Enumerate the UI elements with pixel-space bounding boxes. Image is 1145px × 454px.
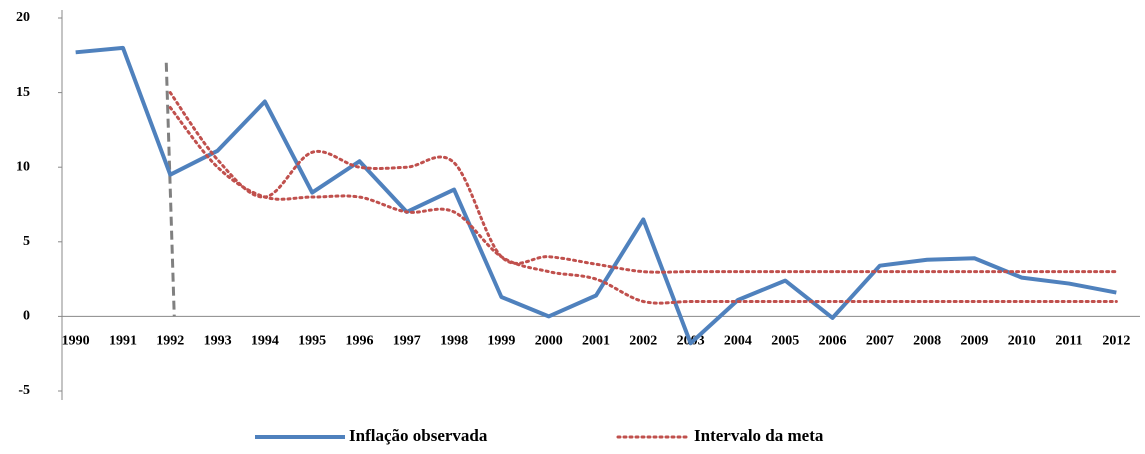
series-line [75,45,1117,346]
x-tick-label: 2010 [1008,334,1036,349]
x-tick-label: 2007 [866,334,894,349]
x-tick-label: 2008 [913,334,941,349]
y-tick-label: 15 [16,85,30,100]
x-tick-label: 2006 [819,334,847,349]
x-tick-label: 2012 [1102,334,1130,349]
x-tick-label: 1993 [204,334,232,349]
x-tick-label: 2005 [771,334,799,349]
x-tick-label: 1991 [109,334,137,349]
series-line [168,106,1118,305]
x-tick-label: 2004 [724,334,752,349]
legend-label: Inflação observada [349,426,488,445]
legend-label: Intervalo da meta [694,426,824,445]
x-tick-label: 2009 [960,334,988,349]
x-tick-label: 1995 [298,334,326,349]
x-tick-label: 1997 [393,334,421,349]
x-tick-label: 1999 [487,334,515,349]
x-tick-label: 1994 [251,334,279,349]
x-tick-label: 2011 [1055,334,1082,349]
x-tick-label: 1996 [345,334,373,349]
x-tick-label: 1998 [440,334,468,349]
y-tick-label: 10 [16,159,30,174]
x-tick-label: 2000 [535,334,563,349]
x-tick-label: 1990 [62,334,90,349]
y-tick-label: -5 [18,383,30,398]
x-tick-label: 2001 [582,334,610,349]
series-line [168,91,1118,274]
y-tick-label: 20 [16,10,30,25]
reference-line [164,62,176,317]
x-tick-label: 1992 [156,334,184,349]
y-tick-label: 5 [23,234,30,249]
y-tick-label: 0 [23,309,30,324]
x-tick-label: 2002 [629,334,657,349]
